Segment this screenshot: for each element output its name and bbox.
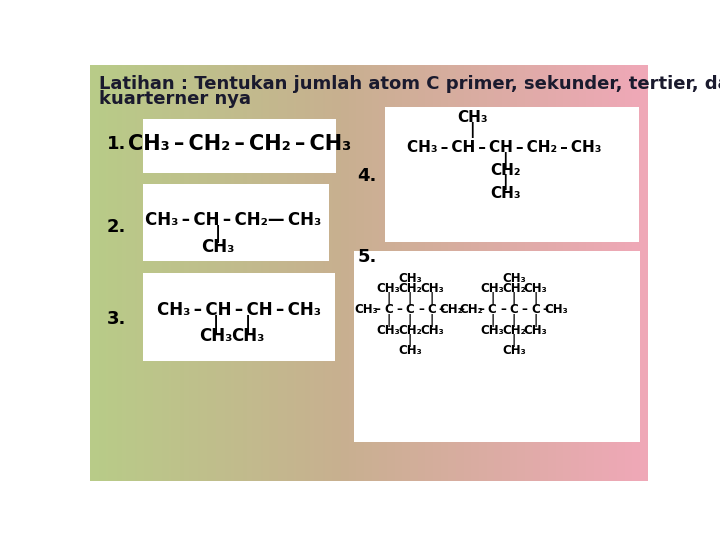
- Text: CH₃: CH₃: [502, 344, 526, 357]
- Text: |: |: [469, 122, 475, 138]
- Text: CH₂: CH₂: [398, 324, 422, 337]
- Text: CH₃ – CH₂ – CH₂ – CH₃: CH₃ – CH₂ – CH₂ – CH₃: [128, 134, 351, 154]
- Text: CH₃ – CH – CH – CH₃: CH₃ – CH – CH – CH₃: [157, 301, 321, 319]
- Text: |: |: [534, 314, 538, 327]
- Text: |: |: [408, 292, 412, 306]
- Text: CH₃: CH₃: [502, 272, 526, 285]
- Text: –: –: [418, 303, 424, 316]
- Text: –: –: [438, 303, 444, 316]
- FancyBboxPatch shape: [384, 107, 639, 242]
- Text: |: |: [430, 292, 434, 306]
- Text: CH₃: CH₃: [544, 303, 567, 316]
- Text: –: –: [543, 303, 549, 316]
- Text: C: C: [510, 303, 518, 316]
- Text: CH₂: CH₂: [502, 282, 526, 295]
- Text: CH₃: CH₃: [398, 272, 422, 285]
- Text: CH₂: CH₂: [459, 303, 483, 316]
- Text: –: –: [479, 303, 485, 316]
- Text: CH₂: CH₂: [502, 324, 526, 337]
- FancyBboxPatch shape: [143, 184, 329, 261]
- Text: |: |: [512, 314, 516, 327]
- Text: |: |: [215, 225, 221, 243]
- Text: CH₂: CH₂: [439, 303, 463, 316]
- Text: CH₃: CH₃: [231, 327, 265, 345]
- Text: CH₂: CH₂: [398, 282, 422, 295]
- Text: 3.: 3.: [107, 310, 127, 328]
- Text: C: C: [488, 303, 497, 316]
- Text: C: C: [384, 303, 392, 316]
- Text: 5.: 5.: [357, 248, 377, 266]
- Text: C: C: [531, 303, 540, 316]
- Text: CH₃: CH₃: [523, 324, 547, 337]
- Text: CH₃: CH₃: [201, 238, 235, 255]
- Text: CH₃: CH₃: [420, 324, 444, 337]
- Text: C: C: [428, 303, 436, 316]
- Text: |: |: [408, 314, 412, 327]
- Text: –: –: [374, 303, 380, 316]
- Text: |: |: [503, 152, 508, 167]
- Text: 2.: 2.: [107, 218, 127, 235]
- Text: |: |: [490, 292, 495, 306]
- Text: –: –: [459, 303, 464, 316]
- Text: CH₃: CH₃: [480, 282, 504, 295]
- Text: CH₃: CH₃: [398, 344, 422, 357]
- Text: CH₃: CH₃: [523, 282, 547, 295]
- Text: CH₃: CH₃: [377, 324, 400, 337]
- Text: 1.: 1.: [107, 135, 127, 153]
- Text: |: |: [430, 314, 434, 327]
- Text: CH₃ – CH – CH₂— CH₃: CH₃ – CH – CH₂— CH₃: [145, 211, 322, 230]
- FancyBboxPatch shape: [143, 273, 335, 361]
- Text: CH₃: CH₃: [480, 324, 504, 337]
- Text: CH₃: CH₃: [377, 282, 400, 295]
- Text: –: –: [396, 303, 402, 316]
- Text: |: |: [503, 174, 508, 190]
- Text: |: |: [534, 292, 538, 306]
- Text: CH₃: CH₃: [199, 327, 233, 345]
- Text: |: |: [386, 314, 390, 327]
- Text: |: |: [245, 314, 251, 333]
- Text: –: –: [522, 303, 528, 316]
- FancyBboxPatch shape: [143, 119, 336, 173]
- Text: kuarterner nya: kuarterner nya: [99, 90, 251, 108]
- Text: |: |: [512, 334, 516, 347]
- Text: CH₃: CH₃: [490, 186, 521, 201]
- Text: –: –: [500, 303, 506, 316]
- Text: Latihan : Tentukan jumlah atom C primer, sekunder, tertier, dan: Latihan : Tentukan jumlah atom C primer,…: [99, 75, 720, 93]
- Text: C: C: [405, 303, 415, 316]
- Text: CH₃: CH₃: [456, 111, 487, 125]
- Text: |: |: [386, 292, 390, 306]
- Text: |: |: [408, 334, 412, 347]
- Text: CH₃ – CH – CH – CH₂ – CH₃: CH₃ – CH – CH – CH₂ – CH₃: [408, 140, 602, 154]
- Text: CH₂: CH₂: [490, 163, 521, 178]
- Text: |: |: [212, 314, 219, 333]
- FancyBboxPatch shape: [354, 251, 640, 442]
- Text: CH₃: CH₃: [355, 303, 379, 316]
- Text: CH₃: CH₃: [420, 282, 444, 295]
- Text: |: |: [512, 292, 516, 306]
- Text: |: |: [490, 314, 495, 327]
- Text: 4.: 4.: [357, 167, 377, 185]
